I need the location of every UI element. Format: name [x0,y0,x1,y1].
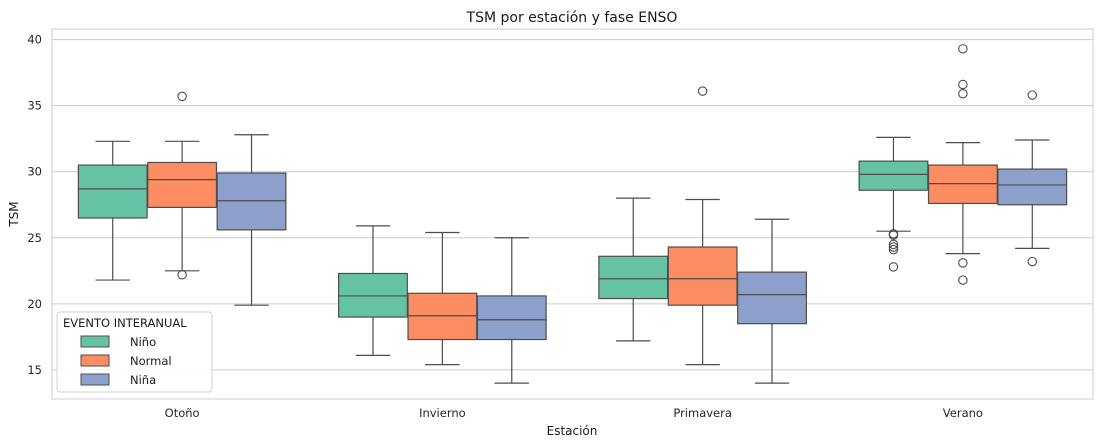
outlier-point [888,239,899,250]
box-group [737,218,807,384]
x-tick-label: Primavera [673,406,732,420]
box [598,255,669,300]
outlier-point [888,230,899,240]
y-tick-label: 25 [27,231,42,245]
legend-swatch [80,354,110,367]
box [858,160,929,191]
x-tick-label: Verano [943,406,983,420]
outlier-point [888,242,899,252]
y-tick-label: 35 [27,99,42,113]
legend-title: EVENTO INTERANUAL [63,316,187,330]
outlier-point [1027,256,1038,267]
chart-title: TSM por estación y fase ENSO [466,10,678,26]
y-tick-label: 15 [27,363,42,377]
box-group [667,86,738,366]
x-tick-label: Otoño [165,406,200,420]
box [338,272,408,318]
legend-items: Niño Normal Niña [80,335,172,387]
box-groups [77,44,1068,384]
grid-lines [52,39,1093,371]
outlier-point [697,86,708,96]
legend-frame [56,311,213,393]
y-tick-label: 20 [27,297,42,311]
box-group [598,197,669,342]
box-group [997,90,1068,267]
y-tick-labels: 15 20 25 30 35 40 [27,33,42,377]
legend-swatch [80,335,110,348]
y-axis-label: TSM [7,201,21,227]
box [147,161,218,208]
box [216,172,287,231]
box-group [77,140,148,281]
x-tick-labels: Otoño Invierno Primavera Verano [165,406,983,420]
outlier-point [958,89,968,99]
outlier-point [177,270,187,280]
outlier-point [1027,90,1038,100]
legend-label: Niña [130,373,156,387]
x-tick-label: Invierno [419,406,466,420]
x-axis-label: Estación [547,424,598,438]
box [737,271,807,325]
outlier-point [958,44,968,54]
y-tick-label: 40 [27,33,42,47]
box-group [476,237,547,384]
box-group [927,44,998,285]
outlier-point [958,275,968,285]
box-group [338,225,408,356]
legend: EVENTO INTERANUAL Niño Normal Niña [56,311,213,393]
box-group [216,134,287,306]
box [927,164,998,205]
box [407,292,478,341]
outlier-point [177,91,187,102]
box [667,246,738,306]
legend-label: Normal [130,354,172,368]
box [476,295,547,341]
box-group [407,231,478,366]
outlier-point [888,244,899,255]
box-group [147,91,218,280]
outlier-point [888,262,899,272]
box [77,164,148,219]
legend-label: Niño [130,335,156,349]
y-tick-label: 30 [27,165,42,179]
box [997,168,1068,206]
box-group [858,136,929,272]
outlier-point [958,79,968,90]
legend-swatch [80,373,110,386]
outlier-point [958,258,968,268]
